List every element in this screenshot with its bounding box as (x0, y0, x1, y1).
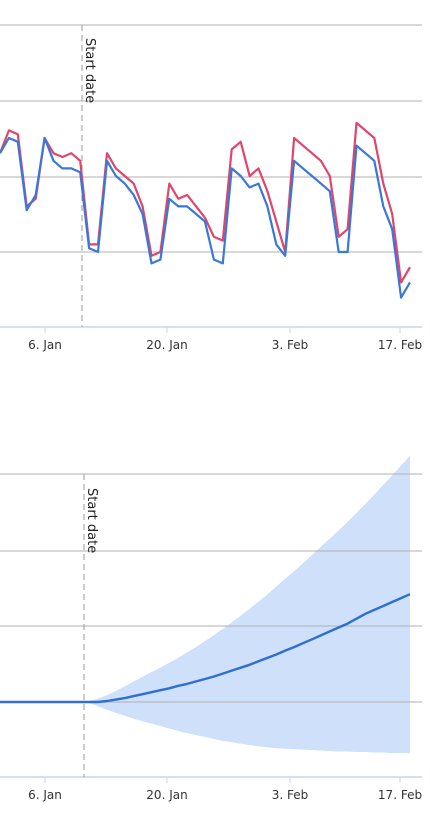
top-line-chart: Start date 6. Jan 20. Jan 3. Feb 17. Feb (0, 24, 422, 352)
start-date-label: Start date (82, 38, 97, 103)
x-tick-label: 3. Feb (272, 788, 309, 802)
series-line-1 (0, 121, 411, 284)
x-tick-label: 6. Jan (28, 338, 62, 352)
forecast-line (0, 593, 411, 704)
series-line-2 (0, 136, 411, 299)
bottom-forecast-chart: Start date 6. Jan 20. Jan 3. Feb 17. Feb (0, 455, 422, 802)
x-tick-label: 3. Feb (272, 338, 309, 352)
x-tick-label: 20. Jan (146, 788, 187, 802)
x-tick-label: 17. Feb (378, 788, 422, 802)
x-tick-label: 20. Jan (146, 338, 187, 352)
x-tick-label: 6. Jan (28, 788, 62, 802)
confidence-band (84, 455, 410, 754)
start-date-label: Start date (84, 488, 99, 553)
x-tick-label: 17. Feb (378, 338, 422, 352)
